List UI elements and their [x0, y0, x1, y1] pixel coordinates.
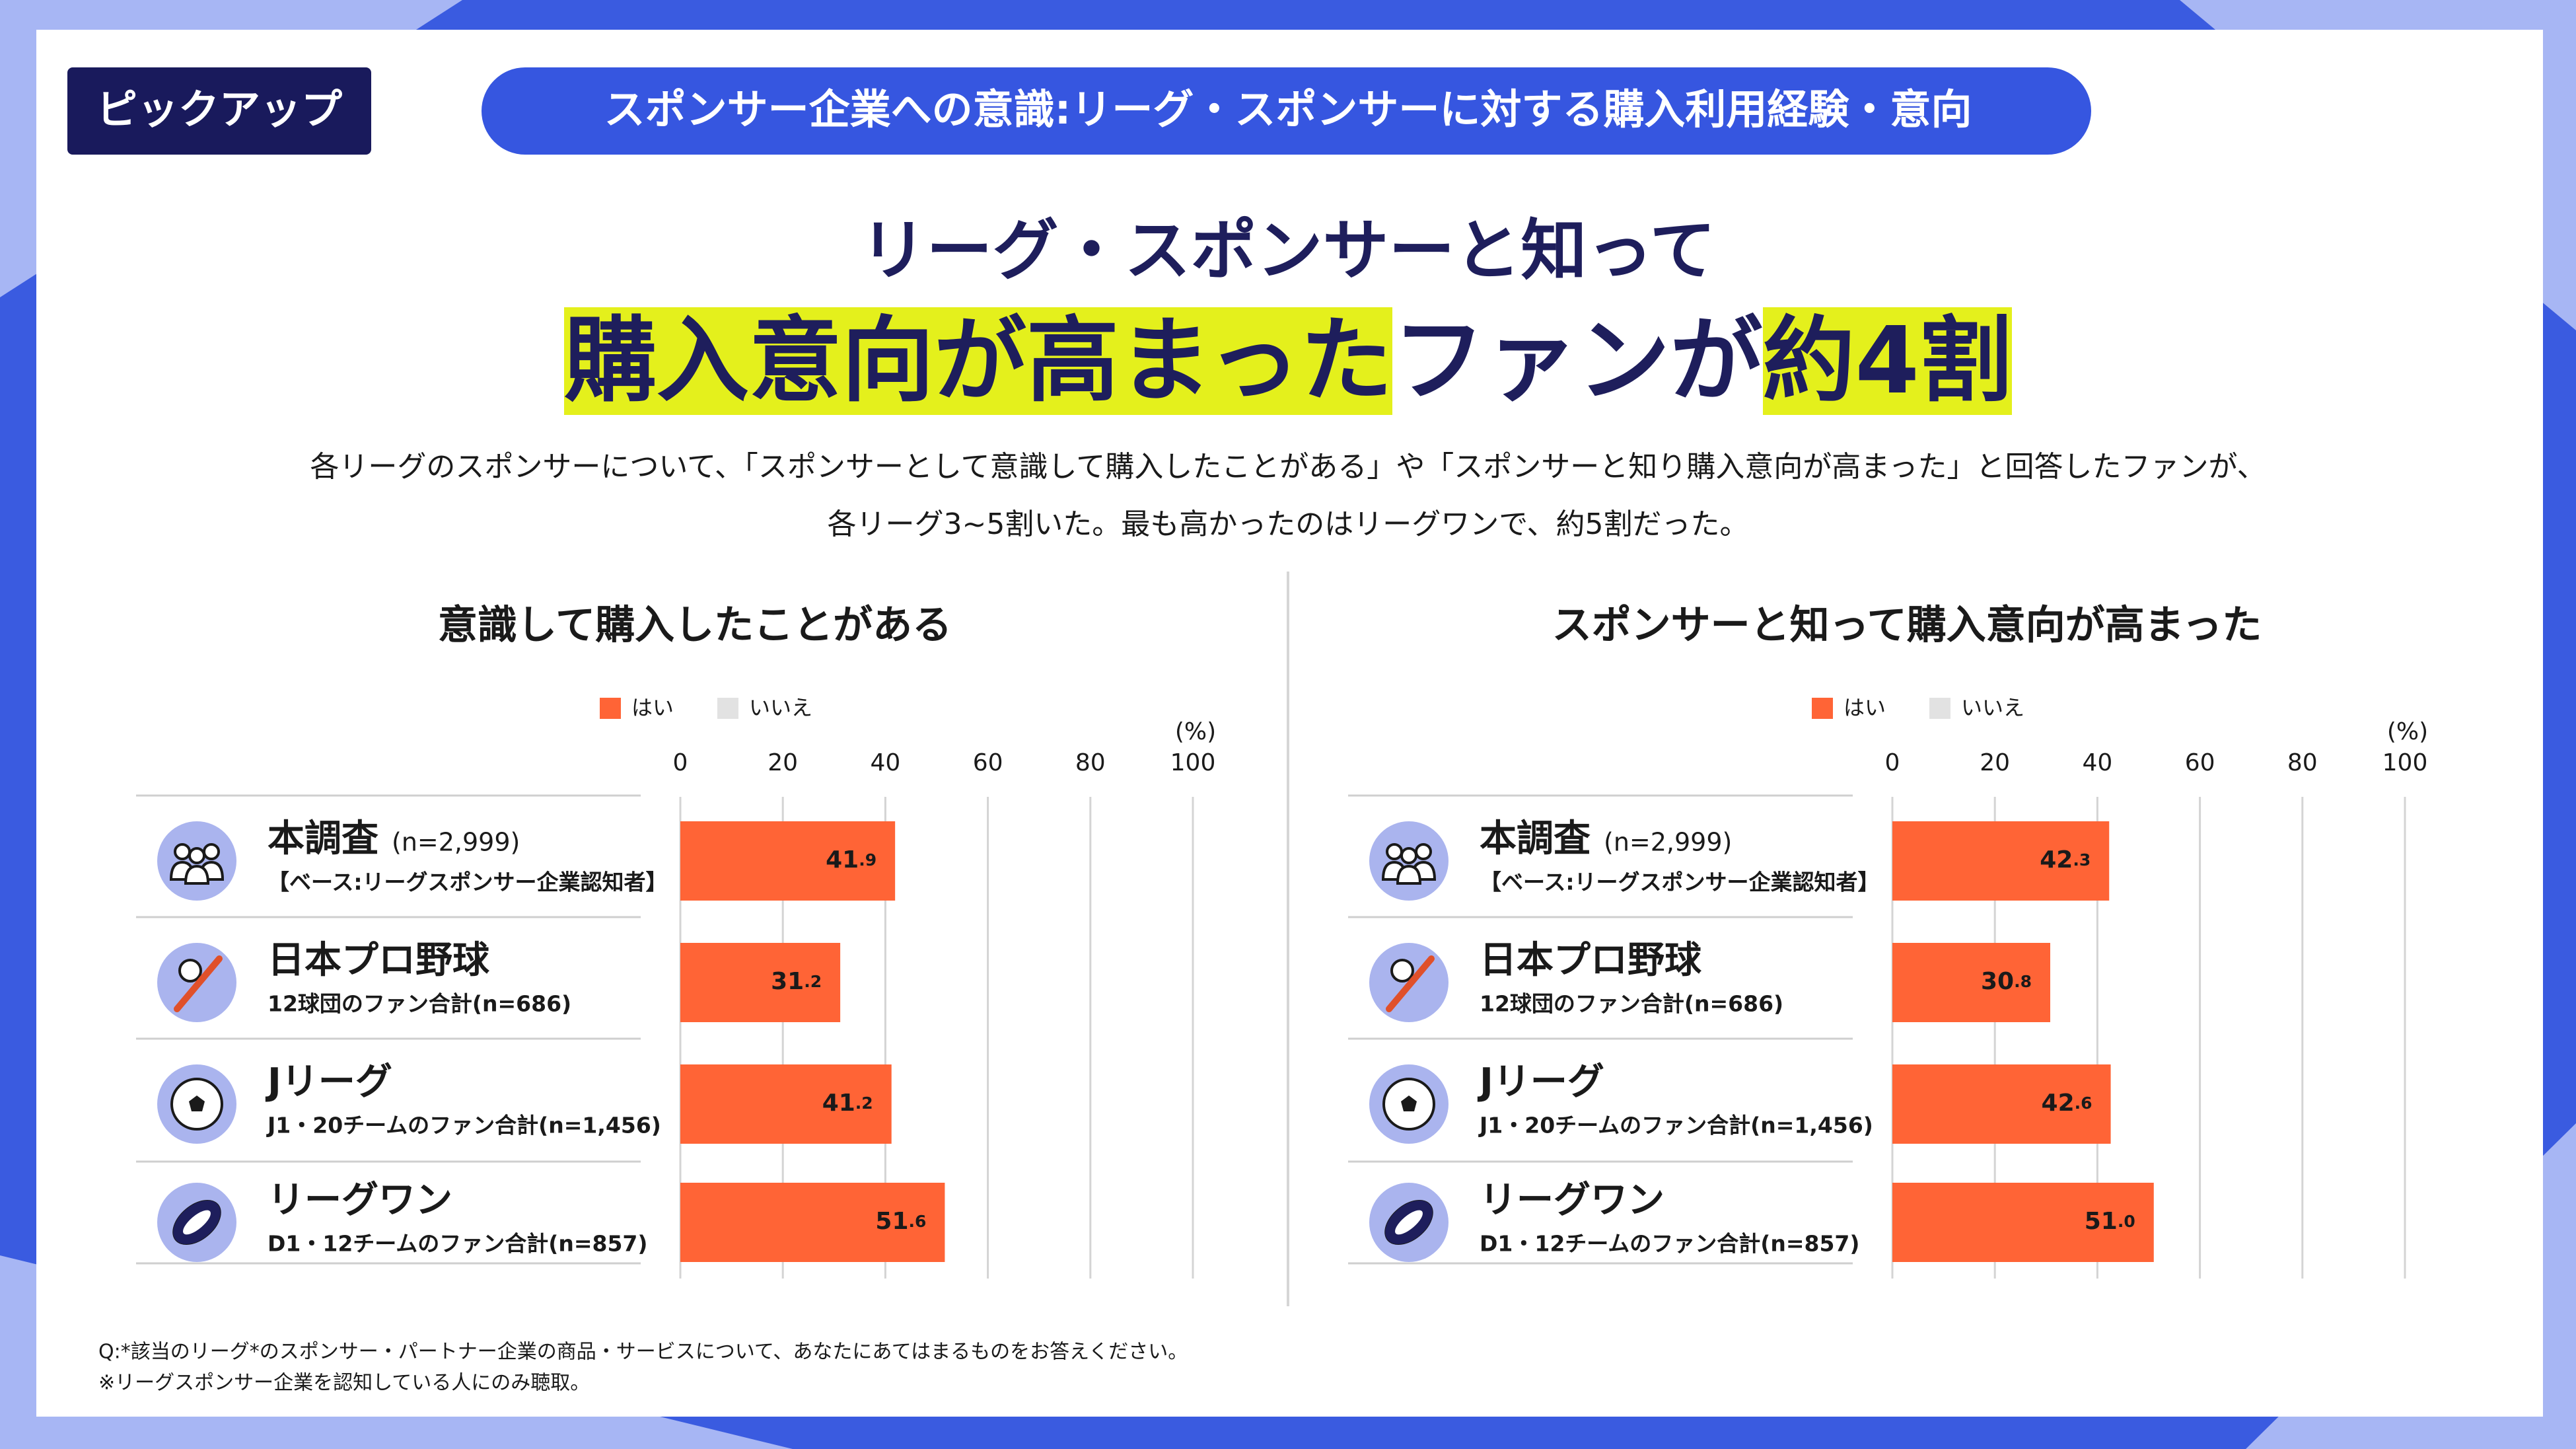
icon-part — [174, 843, 191, 860]
headline-2: 購入意向が高まったファンが約4割 — [0, 305, 2576, 418]
icon-part — [183, 1210, 211, 1235]
value-label: 42.6 — [2042, 1090, 2093, 1117]
category-icon — [1369, 1183, 1449, 1262]
header-title: スポンサー企業への意識:リーグ・スポンサーに対する購入利用経験・意向 — [604, 85, 1972, 133]
x-tick-label: 0 — [673, 749, 688, 776]
icon-part — [189, 1096, 205, 1111]
unit-label: (%) — [1175, 718, 1216, 745]
description: 各リーグのスポンサーについて、「スポンサーとして意識して購入したことがある」や「… — [310, 450, 2266, 484]
category-label: リーグワン — [268, 1179, 452, 1222]
category-note: J1・20チームのファン合計(n=1,456) — [1478, 1113, 1873, 1138]
chart-title: スポンサーと知って購入意向が高まった — [1552, 603, 2262, 649]
icon-part — [1395, 1210, 1423, 1235]
icon-part — [1400, 847, 1417, 864]
value-label: 30.8 — [1981, 968, 2032, 995]
chart-title: 意識して購入したことがある — [438, 603, 952, 649]
legend-label: はい — [631, 695, 674, 720]
icon-part — [1386, 843, 1403, 860]
icon-part — [1415, 843, 1432, 860]
unit-label: (%) — [2387, 718, 2428, 745]
category-note: 【ベース:リーグスポンサー企業認知者】 — [1480, 870, 1880, 895]
icon-part — [1386, 955, 1435, 1012]
icon-part — [1401, 1096, 1417, 1111]
bar — [680, 1064, 892, 1144]
category-label: 日本プロ野球 — [1480, 939, 1702, 982]
description: 各リーグ3~5割いた。最も高かったのはリーグワンで、約5割だった。 — [827, 507, 1748, 541]
bar — [1892, 1064, 2111, 1144]
x-tick-label: 0 — [1885, 749, 1900, 776]
footnote: ※リーグスポンサー企業を認知している人にのみ聴取。 — [98, 1372, 590, 1395]
value-label: 42.3 — [2040, 846, 2091, 873]
icon-part — [174, 955, 223, 1012]
category-label: Jリーグ — [265, 1060, 392, 1103]
value-label: 41.2 — [822, 1090, 873, 1117]
bar — [680, 1183, 945, 1262]
x-tick-label: 80 — [2287, 749, 2318, 776]
legend-swatch — [1929, 698, 1950, 719]
category-note: D1・12チームのファン合計(n=857) — [1480, 1231, 1859, 1257]
title-pill — [482, 67, 2091, 155]
legend-label: いいえ — [749, 695, 812, 720]
category-icon — [1369, 943, 1449, 1022]
category-label: リーグワン — [1480, 1179, 1664, 1222]
x-tick-label: 40 — [2082, 749, 2112, 776]
legend-label: はい — [1843, 695, 1886, 720]
icon-part — [1390, 959, 1414, 983]
category-note: 12球団のファン合計(n=686) — [1480, 991, 1783, 1017]
category-sample: (n=2,999) — [392, 828, 520, 857]
x-tick-label: 60 — [973, 749, 1003, 776]
category-label: 日本プロ野球 — [268, 939, 490, 982]
bar — [1892, 1183, 2154, 1262]
category-icon — [157, 821, 236, 901]
footnote: Q:*該当のリーグ*のスポンサー・パートナー企業の商品・サービスについて、あなた… — [98, 1341, 1188, 1364]
category-icon — [157, 1064, 236, 1144]
legend-swatch — [717, 698, 738, 719]
icon-part — [1396, 864, 1422, 885]
headline-part: ファンが — [1392, 307, 1763, 415]
x-tick-label: 100 — [2382, 749, 2428, 776]
bar — [680, 943, 841, 1022]
legend-swatch — [1812, 698, 1833, 719]
headline-part: 約4割 — [1762, 307, 2012, 415]
x-tick-label: 20 — [1980, 749, 2010, 776]
value-label: 31.2 — [771, 968, 822, 995]
x-tick-label: 80 — [1075, 749, 1106, 776]
value-label: 51.0 — [2085, 1208, 2135, 1235]
category-sample: (n=2,999) — [1604, 828, 1732, 857]
category-label: 本調査 — [1480, 817, 1591, 860]
icon-part — [184, 864, 210, 885]
category-icon — [1369, 1064, 1449, 1144]
icon-part — [178, 959, 202, 983]
category-label: Jリーグ — [1477, 1060, 1604, 1103]
x-tick-label: 40 — [870, 749, 900, 776]
icon-part — [188, 847, 205, 864]
x-tick-label: 60 — [2185, 749, 2215, 776]
x-tick-label: 100 — [1170, 749, 1216, 776]
category-icon — [157, 1183, 236, 1262]
category-label: 本調査 — [268, 817, 378, 860]
headline-1: リーグ・スポンサーと知って — [861, 211, 1716, 289]
value-label: 51.6 — [875, 1208, 926, 1235]
legend-swatch — [600, 698, 621, 719]
category-note: 【ベース:リーグスポンサー企業認知者】 — [268, 870, 668, 895]
legend-label: いいえ — [1961, 695, 2024, 720]
tag: ピックアップ — [96, 85, 342, 133]
x-tick-label: 20 — [768, 749, 798, 776]
value-label: 41.9 — [826, 846, 877, 873]
category-icon — [1369, 821, 1449, 901]
bar — [1892, 821, 2110, 901]
headline-part: 購入意向が高まった — [564, 307, 1393, 415]
tag-box — [67, 67, 371, 155]
category-icon — [157, 943, 236, 1022]
category-note: J1・20チームのファン合計(n=1,456) — [266, 1113, 661, 1138]
bar — [680, 821, 896, 901]
category-note: 12球団のファン合計(n=686) — [268, 991, 571, 1017]
icon-part — [203, 843, 220, 860]
category-note: D1・12チームのファン合計(n=857) — [268, 1231, 647, 1257]
bar — [1892, 943, 2051, 1022]
